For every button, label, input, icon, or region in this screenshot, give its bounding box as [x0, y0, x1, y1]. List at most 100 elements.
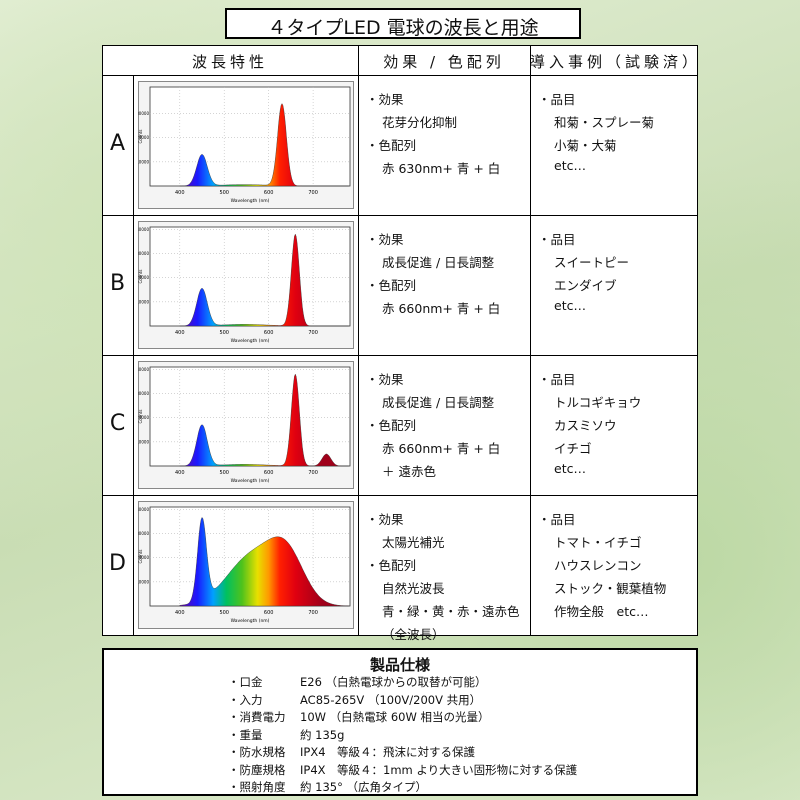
- row-label: A: [109, 131, 126, 156]
- example-line: 小菊・大菊: [554, 138, 617, 153]
- row-label: D: [109, 551, 126, 576]
- y-tick-label: 40000: [138, 507, 149, 512]
- y-tick-label: 20000: [138, 415, 149, 420]
- column-header: 効果 / 色配列: [383, 53, 505, 71]
- example-line: エンダイブ: [554, 278, 617, 293]
- x-tick-label: 500: [219, 470, 229, 476]
- effect-line: 青・緑・黄・赤・遠赤色: [382, 604, 520, 619]
- page-title: ４タイプLED 電球の波長と用途: [267, 17, 539, 39]
- x-tick-label: 400: [175, 470, 185, 476]
- x-tick-label: 700: [308, 470, 318, 476]
- x-tick-label: 600: [264, 330, 274, 336]
- x-tick-label: 600: [264, 190, 274, 196]
- spectrum-curve: [179, 103, 349, 187]
- example-line: スイートピー: [554, 255, 630, 270]
- y-tick-label: 10000: [138, 439, 149, 444]
- table-cell: [530, 215, 698, 356]
- y-axis-label: Counts: [138, 270, 143, 284]
- effect-line: 自然光波長: [382, 581, 445, 596]
- spectrum-chart: 400 500 600 700 10000 20000 30000 40000 Waveleng…: [138, 221, 354, 349]
- spec-label: ・防塵規格: [228, 762, 286, 777]
- spec-label: ・防水規格: [228, 745, 286, 759]
- spectrum-curve: [179, 373, 349, 467]
- example-line: 和菊・スプレー菊: [554, 115, 655, 130]
- effect-line: ・色配列: [366, 558, 417, 573]
- spectrum-curve: [179, 517, 349, 607]
- effect-line: 赤 660nm+ 青 + 白: [382, 301, 501, 316]
- x-tick-label: 400: [175, 330, 185, 336]
- y-tick-label: 10000: [138, 159, 149, 164]
- example-line: トマト・イチゴ: [554, 535, 642, 550]
- x-tick-label: 500: [219, 610, 229, 616]
- specs-box: [102, 648, 698, 796]
- spec-label: ・照射角度: [228, 780, 286, 794]
- y-tick-label: 10000: [138, 299, 149, 304]
- y-tick-label: 20000: [138, 275, 149, 280]
- effect-line: 太陽光補光: [382, 535, 445, 550]
- effect-line: ・色配列: [366, 418, 417, 433]
- spectrum-chart: 400 500 600 700 10000 20000 30000 40000 Waveleng…: [138, 501, 354, 629]
- effect-line: 花芽分化抑制: [382, 115, 458, 130]
- example-line: etc…: [554, 158, 586, 173]
- spec-label: ・消費電力: [228, 710, 286, 724]
- x-tick-label: 700: [308, 610, 318, 616]
- y-tick-label: 40000: [138, 227, 149, 232]
- example-line: イチゴ: [554, 441, 592, 456]
- y-axis-label: Counts: [138, 410, 143, 424]
- spec-value: E26 （白熱電球からの取替が可能）: [300, 675, 487, 689]
- x-tick-label: 500: [219, 190, 229, 196]
- spec-value: 約 135g: [300, 727, 345, 742]
- spec-label: ・入力: [228, 692, 263, 707]
- spec-value: 約 135° （広角タイプ）: [300, 780, 428, 794]
- x-axis-label: Wavelength (nm): [231, 198, 270, 204]
- effect-line: ＋ 遠赤色: [382, 464, 436, 479]
- plot-area: [149, 366, 351, 467]
- x-axis-label: Wavelength (nm): [231, 478, 270, 484]
- spec-value: IP4X 等級４：1mm より大きい固形物に対する保護: [300, 762, 578, 777]
- spec-label: ・重量: [228, 727, 263, 742]
- column-header: 導入事例（試験済）: [530, 53, 702, 71]
- spec-value: AC85-265V （100V/200V 共用）: [300, 692, 482, 707]
- row-label: B: [109, 271, 126, 296]
- y-tick-label: 10000: [138, 579, 149, 584]
- column-header: 波長特性: [191, 53, 268, 71]
- x-tick-label: 400: [175, 610, 185, 616]
- y-axis-label: Counts: [138, 130, 143, 144]
- specs-title: 製品仕様: [369, 656, 430, 674]
- y-tick-label: 30000: [138, 111, 149, 116]
- effect-line: 成長促進 / 日長調整: [382, 395, 495, 410]
- spec-value: 10W （白熱電球 60W 相当の光量）: [300, 710, 490, 724]
- y-tick-label: 20000: [138, 555, 149, 560]
- example-line: etc…: [554, 298, 586, 313]
- example-line: etc…: [554, 461, 586, 476]
- y-tick-label: 20000: [138, 135, 149, 140]
- example-line: ・品目: [538, 372, 576, 387]
- y-tick-label: 30000: [138, 391, 149, 396]
- effect-line: ・効果: [366, 372, 404, 387]
- table-cell: [358, 215, 531, 356]
- spectrum-chart: 400 500 600 700 10000 20000 30000 Wavelength (n…: [138, 81, 354, 209]
- plot-area: [149, 226, 351, 327]
- x-tick-label: 700: [308, 190, 318, 196]
- table-cell: [530, 75, 698, 216]
- effect-line: 赤 630nm+ 青 + 白: [382, 161, 501, 176]
- x-tick-label: 700: [308, 330, 318, 336]
- spec-label: ・口金: [228, 675, 263, 689]
- effect-line: （全波長）: [382, 627, 445, 642]
- table-cell: [358, 355, 531, 496]
- x-tick-label: 600: [264, 610, 274, 616]
- y-tick-label: 30000: [138, 251, 149, 256]
- effect-line: 成長促進 / 日長調整: [382, 255, 495, 270]
- effect-line: ・効果: [366, 92, 404, 107]
- title-box: ４タイプLED 電球の波長と用途: [225, 8, 581, 39]
- example-line: ・品目: [538, 512, 576, 527]
- y-tick-label: 40000: [138, 367, 149, 372]
- spectrum-curve: [179, 233, 349, 327]
- table-cell: [530, 355, 698, 496]
- example-line: ・品目: [538, 92, 576, 107]
- effect-line: ・色配列: [366, 278, 417, 293]
- example-line: ハウスレンコン: [554, 558, 642, 573]
- x-axis-label: Wavelength (nm): [231, 618, 270, 624]
